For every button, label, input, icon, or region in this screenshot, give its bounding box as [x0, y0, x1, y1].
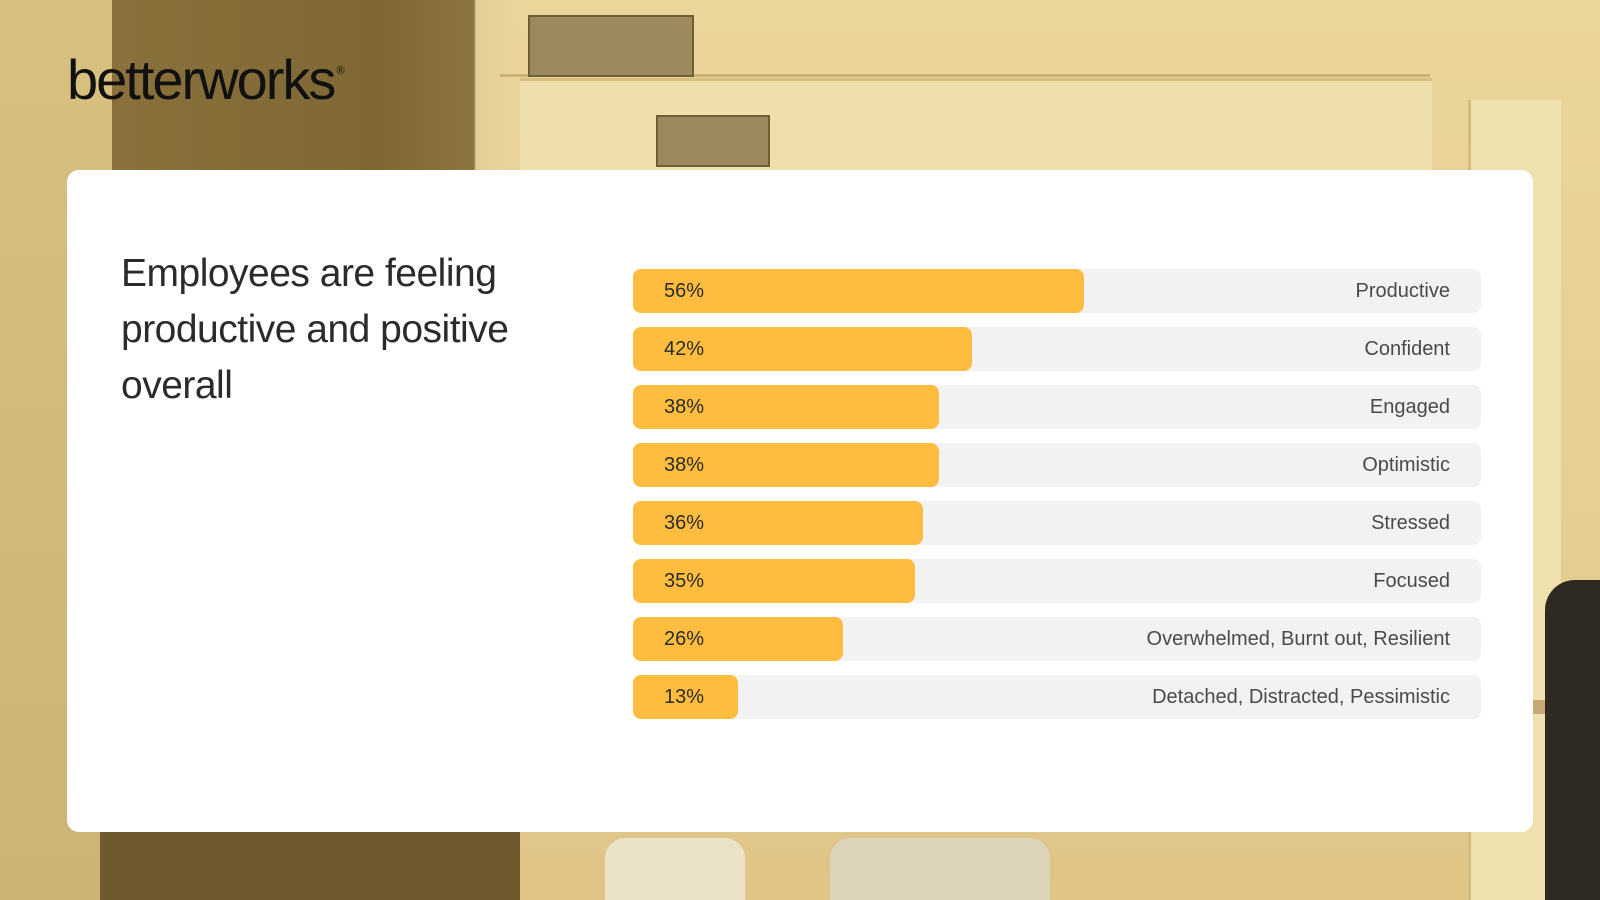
registered-trademark: ® — [336, 65, 345, 77]
background-chair — [830, 838, 1050, 900]
bar — [633, 269, 1085, 313]
bar-track — [633, 675, 1481, 719]
background-chair — [605, 838, 745, 900]
bar-value-label: 26% — [664, 628, 705, 650]
bar-value-label: 36% — [664, 512, 705, 534]
bar-row: 42% Confident — [633, 327, 1481, 371]
bar-value-label: 13% — [664, 686, 705, 708]
bar-row: 36% Stressed — [633, 501, 1481, 545]
bar — [633, 443, 940, 487]
background-air-duct — [528, 15, 694, 77]
background-floor — [100, 832, 520, 900]
bar-category-label: Overwhelmed, Burnt out, Resilient — [1146, 628, 1450, 650]
bar-category-label: Productive — [1355, 280, 1451, 302]
bar-value-label: 38% — [664, 454, 705, 476]
background-ceiling-line — [500, 74, 1430, 77]
bar-row: 38% Optimistic — [633, 443, 1481, 487]
bar-row: 26% Overwhelmed, Burnt out, Resilient — [633, 617, 1481, 661]
bar-value-label: 38% — [664, 396, 705, 418]
bar — [633, 385, 940, 429]
bar-row: 35% Focused — [633, 559, 1481, 603]
bar-category-label: Optimistic — [1362, 454, 1450, 476]
bar — [633, 617, 843, 661]
background-person — [1545, 580, 1600, 900]
headline: Employees are feeling productive and pos… — [121, 252, 509, 407]
bar — [633, 559, 916, 603]
bar-row: 13% Detached, Distracted, Pessimistic — [633, 675, 1481, 719]
brand-logo-text: betterworks — [67, 48, 336, 111]
brand-logo: betterworks ® — [67, 52, 345, 108]
bar-value-label: 56% — [664, 280, 705, 302]
background-air-duct — [656, 115, 770, 167]
bar-value-label: 35% — [664, 570, 705, 592]
bar-category-label: Focused — [1373, 570, 1450, 592]
bar-row: 56% Productive — [633, 269, 1481, 313]
bar-category-label: Engaged — [1369, 396, 1450, 418]
content-card: Employees are feeling productive and pos… — [67, 170, 1533, 832]
bar — [633, 675, 738, 719]
bar-category-label: Stressed — [1371, 512, 1450, 534]
bar — [633, 501, 924, 545]
bar-row: 38% Engaged — [633, 385, 1481, 429]
bar — [633, 327, 972, 371]
bar-category-label: Confident — [1364, 338, 1450, 360]
bar-chart: 56% Productive 42% Confident 38% Engaged 38% Op… — [633, 269, 1481, 719]
bar-category-label: Detached, Distracted, Pessimistic — [1152, 686, 1450, 708]
bar-value-label: 42% — [664, 338, 705, 360]
